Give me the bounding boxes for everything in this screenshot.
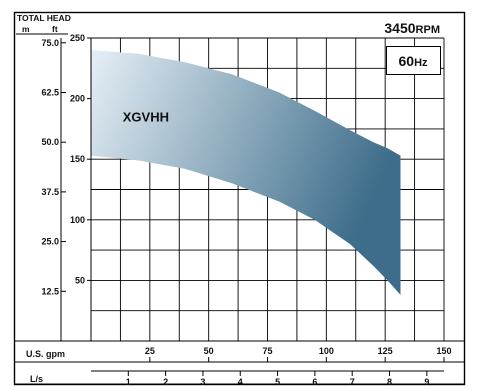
y-m-tick-label: 25.0 bbox=[41, 237, 59, 247]
series-bands bbox=[91, 50, 401, 295]
x-ls-tick-label: 1 bbox=[126, 377, 131, 387]
header-unit-m: m bbox=[22, 24, 30, 34]
rpm-value: 3450 bbox=[384, 20, 415, 36]
x-ls-tick-label: 9 bbox=[424, 377, 429, 387]
x-ls-tick-label: 4 bbox=[238, 377, 243, 387]
x-ls-tick-label: 3 bbox=[200, 377, 205, 387]
y-m-tick-label: 37.5 bbox=[41, 187, 59, 197]
x-gpm-tick-label: 75 bbox=[262, 346, 272, 356]
x-gpm-tick-label: 100 bbox=[319, 346, 334, 356]
x-gpm-tick-label: 50 bbox=[204, 346, 214, 356]
rpm-badge: 3450RPM bbox=[384, 20, 440, 36]
hz-value: 60 bbox=[398, 53, 414, 69]
x-gpm-tick-label: 125 bbox=[378, 346, 393, 356]
series-labels: XGVHH bbox=[123, 110, 169, 125]
y-ft-tick-label: 100 bbox=[70, 215, 85, 225]
y-m-tick-label: 12.5 bbox=[41, 286, 59, 296]
x-ls-tick-label: 2 bbox=[163, 377, 168, 387]
y-m-tick-label: 62.5 bbox=[41, 87, 59, 97]
hz-unit: Hz bbox=[414, 57, 428, 69]
hz-badge-text: 60Hz bbox=[398, 53, 428, 69]
y-ft-tick-label: 150 bbox=[70, 154, 85, 164]
x-gpm-tick-label: 25 bbox=[145, 346, 155, 356]
series-label: XGVHH bbox=[123, 110, 169, 125]
x-ls-tick-label: 7 bbox=[350, 377, 355, 387]
y-m-tick-label: 50.0 bbox=[41, 137, 59, 147]
x-ls-tick-label: 5 bbox=[275, 377, 280, 387]
header-title: TOTAL HEAD bbox=[17, 13, 71, 23]
hz-badge: 60Hz bbox=[386, 46, 441, 75]
series-band bbox=[91, 50, 401, 295]
y-ft-tick-label: 50 bbox=[75, 275, 85, 285]
y-ft-tick-label: 250 bbox=[70, 33, 85, 43]
x-ls-tick-label: 8 bbox=[387, 377, 392, 387]
rpm-unit: RPM bbox=[416, 24, 440, 36]
y-ft-tick-label: 200 bbox=[70, 94, 85, 104]
x-ls-tick-label: 6 bbox=[312, 377, 317, 387]
x-axis-ls-label: L/s bbox=[30, 374, 43, 384]
axes: 5010015020025012.525.037.550.062.575.0U.… bbox=[14, 33, 464, 387]
x-axis-gpm-label: U.S. gpm bbox=[26, 349, 65, 359]
y-m-tick-label: 75.0 bbox=[41, 38, 59, 48]
header-unit-ft: ft bbox=[52, 24, 58, 34]
hz-badge-box bbox=[386, 46, 441, 75]
x-gpm-tick-label: 150 bbox=[436, 346, 451, 356]
